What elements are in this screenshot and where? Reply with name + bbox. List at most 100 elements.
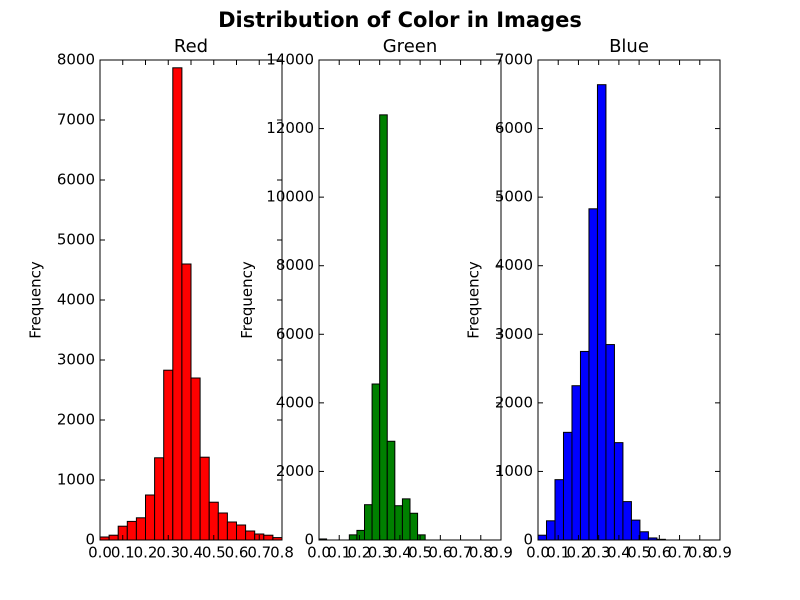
y-tick-label: 0 [85, 531, 95, 549]
y-tick-label: 0 [304, 531, 314, 549]
bar [348, 534, 358, 541]
bar [190, 377, 201, 541]
y-axis-label: Frequency [238, 261, 256, 339]
bar [263, 534, 274, 541]
y-tick-label: 10000 [266, 188, 314, 206]
y-axis-label: Frequency [27, 261, 45, 339]
y-tick-label: 1000 [57, 471, 95, 489]
bar [394, 505, 403, 541]
x-tick-label: 0.0 [307, 544, 331, 562]
x-tick-label: 0.7 [668, 544, 692, 562]
y-tick-label: 0 [523, 531, 533, 549]
bar [226, 521, 237, 541]
bar [172, 67, 183, 541]
y-tick-label: 7000 [57, 111, 95, 129]
axes-title: Blue [609, 36, 649, 57]
x-tick-label: 0.1 [327, 544, 351, 562]
bar [588, 208, 598, 541]
bar [622, 501, 632, 541]
x-tick-label: 0.0 [526, 544, 550, 562]
bar [245, 530, 256, 541]
bar [371, 383, 381, 541]
y-tick-label: 3000 [495, 325, 533, 343]
x-tick-label: 0.8 [270, 544, 294, 562]
x-tick-label: 0.6 [647, 544, 671, 562]
x-tick-label: 0.5 [408, 544, 432, 562]
axes-frame [537, 59, 721, 541]
x-tick-label: 0.3 [156, 544, 180, 562]
bar [571, 385, 581, 541]
x-tick-label: 0.3 [587, 544, 611, 562]
x-tick-label: 0.5 [202, 544, 226, 562]
y-tick-label: 2000 [276, 462, 314, 480]
y-tick-label: 5000 [495, 188, 533, 206]
x-tick-label: 0.0 [88, 544, 112, 562]
y-tick-label: 6000 [495, 119, 533, 137]
axes-frame [318, 59, 502, 541]
bar [537, 534, 547, 541]
x-tick-label: 0.1 [111, 544, 135, 562]
bar [579, 350, 590, 541]
bar [562, 431, 573, 541]
y-tick-label: 8000 [276, 256, 314, 274]
y-tick-label: 4000 [276, 393, 314, 411]
y-tick-label: 8000 [57, 51, 95, 69]
x-tick-label: 0.6 [225, 544, 249, 562]
x-tick-label: 0.9 [708, 544, 732, 562]
bar [108, 534, 119, 541]
x-tick-label: 0.4 [179, 544, 203, 562]
y-tick-label: 4000 [57, 291, 95, 309]
bar [126, 520, 137, 541]
bar [639, 531, 649, 541]
x-tick-label: 0.9 [489, 544, 513, 562]
bar [401, 498, 411, 541]
bar [605, 344, 615, 541]
y-tick-label: 2000 [57, 411, 95, 429]
x-tick-label: 0.7 [247, 544, 271, 562]
x-tick-label: 0.7 [449, 544, 473, 562]
axes-title: Red [174, 36, 208, 57]
x-tick-label: 0.3 [368, 544, 392, 562]
x-tick-label: 0.8 [688, 544, 712, 562]
y-tick-label: 6000 [276, 325, 314, 343]
bar [217, 512, 228, 541]
bar [613, 442, 624, 541]
x-tick-label: 0.1 [546, 544, 570, 562]
x-tick-label: 0.6 [428, 544, 452, 562]
axes-title: Green [383, 36, 438, 57]
x-tick-label: 0.5 [627, 544, 651, 562]
bar [163, 369, 174, 541]
y-axis-label: Frequency [465, 261, 483, 339]
x-tick-label: 0.4 [388, 544, 412, 562]
bar [135, 517, 146, 541]
bar [545, 520, 556, 541]
bar [386, 440, 396, 541]
bar [154, 457, 165, 541]
x-tick-label: 0.2 [348, 544, 372, 562]
y-tick-label: 1000 [495, 462, 533, 480]
y-tick-label: 7000 [495, 51, 533, 69]
y-tick-label: 2000 [495, 393, 533, 411]
y-tick-label: 5000 [57, 231, 95, 249]
x-tick-label: 0.2 [567, 544, 591, 562]
bar [554, 479, 564, 541]
bar [364, 504, 373, 541]
y-tick-label: 4000 [495, 256, 533, 274]
x-tick-label: 0.4 [607, 544, 631, 562]
bar [181, 263, 192, 541]
x-tick-label: 0.8 [469, 544, 493, 562]
bar [208, 501, 219, 541]
bar [236, 524, 247, 541]
bar [417, 534, 426, 541]
bar [356, 529, 365, 541]
y-tick-label: 6000 [57, 171, 95, 189]
y-tick-label: 14000 [266, 51, 314, 69]
figure-title: Distribution of Color in Images [218, 8, 582, 32]
y-tick-label: 3000 [57, 351, 95, 369]
bar [379, 114, 388, 541]
bar [409, 512, 419, 541]
bar [145, 494, 156, 541]
y-tick-label: 12000 [266, 119, 314, 137]
bar [596, 84, 607, 541]
